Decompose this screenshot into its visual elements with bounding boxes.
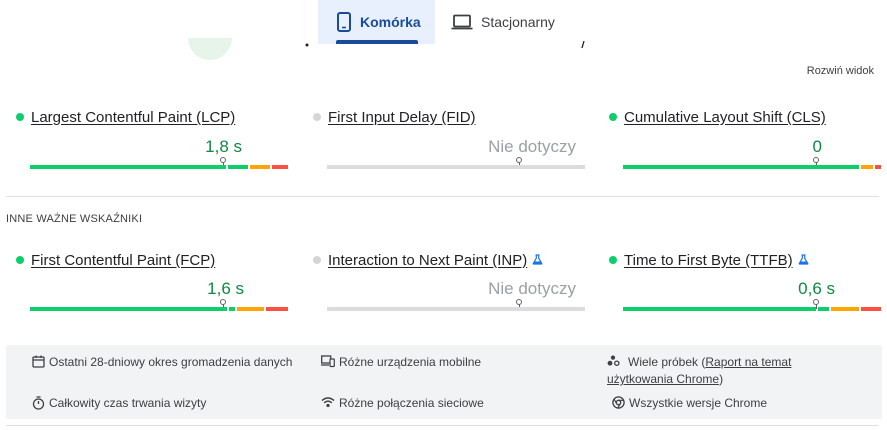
distribution-bar	[30, 307, 289, 311]
distribution-bar	[623, 307, 881, 311]
info-devices: Różne urządzenia mobilne	[321, 354, 481, 372]
distribution-bar	[327, 307, 585, 311]
distribution-bar	[327, 165, 585, 169]
status-dot	[16, 113, 24, 121]
experimental-flask-icon	[798, 252, 809, 269]
active-tab-indicator	[336, 40, 418, 44]
metric-fcp: First Contentful Paint (FCP) 1,6 s	[16, 251, 289, 311]
metric-cls: Cumulative Layout Shift (CLS) 0	[609, 108, 881, 169]
calendar-icon	[32, 354, 49, 372]
info-period: Ostatni 28-dniowy okres gromadzenia dany…	[32, 354, 292, 372]
info-duration: Całkowity czas trwania wizyty	[32, 395, 206, 414]
data-info-panel: Ostatni 28-dniowy okres gromadzenia dany…	[6, 345, 882, 419]
metric-ttfb: Time to First Byte (TTFB) 0,6 s	[609, 251, 881, 311]
metric-value: 0	[812, 137, 822, 156]
device-tabs: Komórka Stacjonarny	[318, 0, 571, 44]
experimental-flask-icon	[532, 252, 543, 269]
metric-lcp: Largest Contentful Paint (LCP) 1,8 s	[16, 108, 288, 169]
laptop-icon	[451, 14, 473, 30]
metric-name-link[interactable]: Cumulative Layout Shift (CLS)	[624, 108, 826, 126]
metric-name-link[interactable]: Largest Contentful Paint (LCP)	[31, 108, 236, 126]
metric-value: Nie dotyczy	[488, 137, 576, 156]
section-title: INNE WAŻNE WSKAŹNIKI	[6, 213, 143, 225]
status-dot	[609, 113, 617, 121]
metric-value: 1,8 s	[205, 137, 242, 156]
info-versions: Wszystkie wersje Chrome	[612, 395, 767, 413]
metric-fid: First Input Delay (FID) Nie dotyczy	[313, 108, 585, 169]
metric-inp: Interaction to Next Paint (INP) Nie doty…	[313, 251, 585, 311]
metric-value: 1,6 s	[207, 279, 244, 298]
samples-icon	[607, 354, 624, 371]
distribution-bar	[623, 165, 881, 169]
status-dot	[313, 113, 321, 121]
metric-name-link[interactable]: Time to First Byte (TTFB)	[624, 251, 793, 269]
chrome-icon	[612, 395, 629, 413]
crux-report-link[interactable]: Raport na temat użytkowania Chrome	[607, 355, 792, 386]
metric-value: 0,6 s	[798, 279, 835, 298]
status-dot	[609, 256, 617, 264]
devices-icon	[321, 354, 339, 372]
bottom-divider	[6, 425, 879, 426]
expand-view-link[interactable]: Rozwiń widok	[806, 65, 874, 77]
metric-name-link[interactable]: First Contentful Paint (FCP)	[31, 251, 216, 269]
stopwatch-icon	[32, 395, 49, 414]
tab-desktop[interactable]: Stacjonarny	[435, 0, 571, 44]
metric-value: Nie dotyczy	[488, 279, 576, 298]
smartphone-icon	[336, 12, 352, 32]
wifi-icon	[321, 395, 339, 412]
status-dot	[313, 256, 321, 264]
clipped-text-fragment	[305, 38, 311, 52]
section-divider	[6, 196, 879, 197]
metric-name-link[interactable]: Interaction to Next Paint (INP)	[328, 251, 528, 269]
metric-name-link[interactable]: First Input Delay (FID)	[328, 108, 476, 126]
info-connections: Różne połączenia sieciowe	[321, 395, 484, 412]
tab-mobile-label: Komórka	[360, 14, 421, 30]
distribution-bar	[30, 165, 288, 169]
tab-mobile[interactable]: Komórka	[318, 0, 435, 44]
info-samples: Wiele próbek (Raport na temat użytkowani…	[607, 354, 792, 386]
score-gauge-remnant	[188, 38, 232, 60]
tab-desktop-label: Stacjonarny	[481, 14, 555, 30]
status-dot	[16, 256, 24, 264]
clipped-text-fragment	[580, 38, 586, 52]
